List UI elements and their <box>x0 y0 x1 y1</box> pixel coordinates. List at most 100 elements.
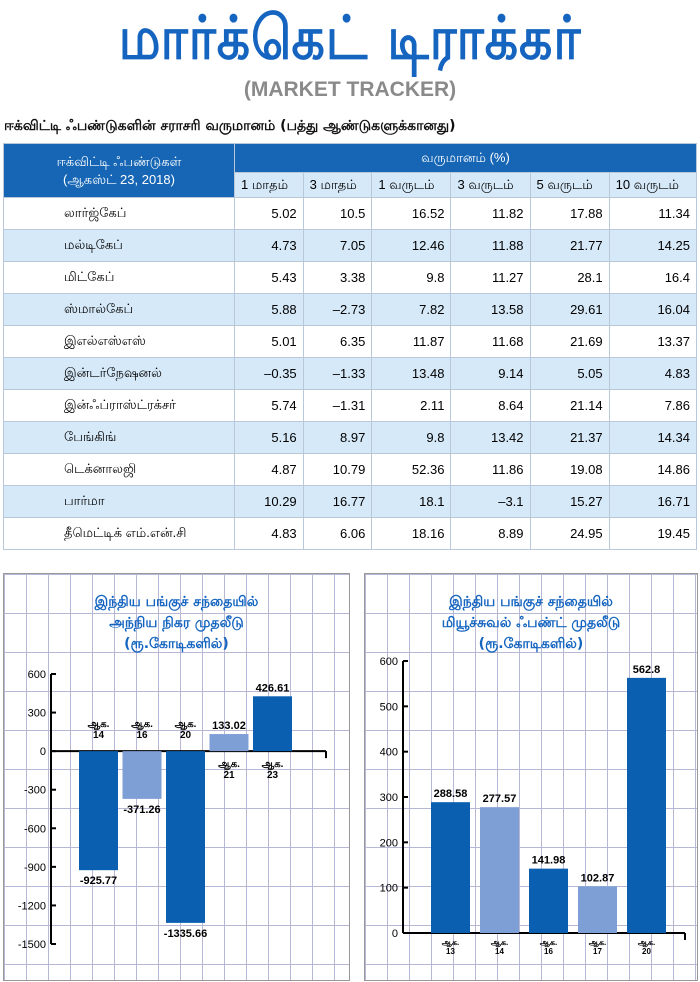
value-label: 426.61 <box>256 682 290 694</box>
category-label: ஆக. 21 <box>218 759 240 781</box>
return-value: 11.88 <box>450 229 531 262</box>
return-value: 14.34 <box>608 421 698 454</box>
return-value: 7.82 <box>371 293 452 326</box>
return-value: 7.05 <box>302 229 373 262</box>
return-value: –2.73 <box>302 293 373 326</box>
column-header: 10 வருடம் <box>608 172 698 198</box>
y-tick-label: 0 <box>40 746 46 758</box>
fund-name: இன்ஃப்ராஸ்ட்ரக்சர் <box>3 389 235 422</box>
bar <box>122 751 162 799</box>
return-value: 19.08 <box>529 453 610 486</box>
return-value: 21.69 <box>529 325 610 358</box>
chart-title-line: மியூச்சுவல் ஃபண்ட் முதலீடு <box>441 615 621 631</box>
table-row: டெக்னாலஜி 4.87 10.79 52.36 11.86 19.08 14.86 <box>3 453 698 486</box>
fund-name: இஎல்எஸ்எஸ் <box>3 325 235 358</box>
category-label: ஆக. 16 <box>540 938 557 956</box>
return-value: 9.8 <box>371 421 452 454</box>
table-row: தீமெட்டிக் எம்.என்.சி 4.83 6.06 18.16 8.89 24… <box>3 517 698 550</box>
return-value: 14.86 <box>608 453 698 486</box>
return-value: 14.25 <box>608 229 698 262</box>
page-title: மார்க்கெட் டிராக்கர் <box>118 4 582 74</box>
fund-name: டெக்னாலஜி <box>3 453 235 486</box>
return-value: 5.74 <box>234 389 304 422</box>
bar <box>166 751 205 923</box>
chart-title-line: இந்திய பங்குச் சந்தையில் <box>449 594 613 610</box>
y-tick-label: 300 <box>380 792 398 804</box>
y-tick-label: -600 <box>24 823 46 835</box>
y-tick-label: -900 <box>24 862 46 874</box>
return-value: 10.79 <box>302 453 373 486</box>
table-row: இன்ஃப்ராஸ்ட்ரக்சர் 5.74 –1.31 2.11 8.64 21.14… <box>3 389 698 422</box>
y-tick-label: 500 <box>380 701 398 713</box>
category-label: ஆக. 20 <box>638 938 655 956</box>
category-label: ஆக. 14 <box>491 938 508 956</box>
value-label: -1335.66 <box>164 928 207 940</box>
return-value: 8.97 <box>302 421 373 454</box>
category-label: ஆக. 13 <box>442 938 459 956</box>
column-header: 3 மாதம் <box>302 172 373 198</box>
fund-name: ஸ்மால்கேப் <box>3 293 235 326</box>
fund-header-line1: ஈக்விட்டி ஃபண்டுகள் <box>56 153 182 169</box>
return-value: 3.38 <box>302 261 373 294</box>
return-value: 7.86 <box>608 389 698 422</box>
return-value: 13.37 <box>608 325 698 358</box>
return-value: 5.16 <box>234 421 304 454</box>
bar <box>627 677 666 933</box>
return-value: 10.5 <box>302 197 373 230</box>
value-label: 562.8 <box>633 664 661 676</box>
return-value: –1.33 <box>302 357 373 390</box>
return-value: 5.02 <box>234 197 304 230</box>
value-label: -371.26 <box>123 804 160 816</box>
table-row: மல்டிகேப் 4.73 7.05 12.46 11.88 21.77 14.25 <box>3 229 698 262</box>
return-value: 24.95 <box>529 517 610 550</box>
bar <box>529 868 568 933</box>
category-label: ஆக. 16 <box>131 719 153 741</box>
return-value: –0.35 <box>234 357 304 390</box>
return-value: 4.83 <box>608 357 698 390</box>
bar <box>578 886 617 933</box>
fii-bar-chart: 600 300 0 -300 -600 -900 -1200 -1500 -925.77 ஆக. 1… <box>18 669 327 951</box>
return-value: 4.83 <box>234 517 304 550</box>
category-label: ஆக. 20 <box>175 719 197 741</box>
y-tick-label: -300 <box>24 785 46 797</box>
bar <box>431 802 470 933</box>
column-header: 3 வருடம் <box>450 172 531 198</box>
y-tick-label: 100 <box>380 883 398 895</box>
fund-header-line2: (ஆகஸ்ட் 23, 2018) <box>63 171 175 187</box>
fund-column-header: ஈக்விட்டி ஃபண்டுகள் (ஆகஸ்ட் 23, 2018) <box>3 143 235 198</box>
mf-chart-title: இந்திய பங்குச் சந்தையில் மியூச்சுவல் ஃபண… <box>365 592 697 655</box>
return-value: 5.43 <box>234 261 304 294</box>
y-tick-label: 600 <box>28 669 46 681</box>
return-value: 16.4 <box>608 261 698 294</box>
return-value: 19.45 <box>608 517 698 550</box>
return-value: 6.35 <box>302 325 373 358</box>
fund-name: தீமெட்டிக் எம்.என்.சி <box>3 517 235 550</box>
return-value: 13.42 <box>450 421 531 454</box>
value-label: 277.57 <box>483 793 517 805</box>
value-label: 102.87 <box>581 872 615 884</box>
return-value: 11.27 <box>450 261 531 294</box>
return-value: 21.77 <box>529 229 610 262</box>
chart-title-line: (ரூ.கோடிகளில்) <box>124 636 229 652</box>
fii-chart-panel: இந்திய பங்குச் சந்தையில் அந்நிய நிகர முத… <box>3 573 350 981</box>
column-header: 1 வருடம் <box>371 172 452 198</box>
table-row: இஎல்எஸ்எஸ் 5.01 6.35 11.87 11.68 21.69 13.37 <box>3 325 698 358</box>
value-label: 288.58 <box>434 788 468 800</box>
mf-chart-panel: இந்திய பங்குச் சந்தையில் மியூச்சுவல் ஃபண… <box>364 573 698 981</box>
page-subtitle: (MARKET TRACKER) <box>243 78 457 101</box>
return-value: 13.58 <box>450 293 531 326</box>
return-value: 21.14 <box>529 389 610 422</box>
return-value: 11.87 <box>371 325 452 358</box>
y-tick-label: 600 <box>380 656 398 668</box>
return-value: 17.88 <box>529 197 610 230</box>
bar <box>253 696 292 752</box>
return-value: –1.31 <box>302 389 373 422</box>
table-row: இன்டர்நேஷனல் –0.35 –1.33 13.48 9.14 5.05 4.83 <box>3 357 698 390</box>
table-row: ஸ்மால்கேப் 5.88 –2.73 7.82 13.58 29.61 16.04 <box>3 293 698 326</box>
mf-bar-chart: 600 500 400 300 200 100 0 288.58 ஆக. 13 277.57 ஆக. 1… <box>380 656 686 956</box>
return-value: 11.86 <box>450 453 531 486</box>
chart-title-line: (ரூ.கோடிகளில்) <box>478 636 584 652</box>
return-value: 16.52 <box>371 197 452 230</box>
y-tick-label: 200 <box>380 837 398 849</box>
y-tick-label: -1500 <box>18 939 46 951</box>
